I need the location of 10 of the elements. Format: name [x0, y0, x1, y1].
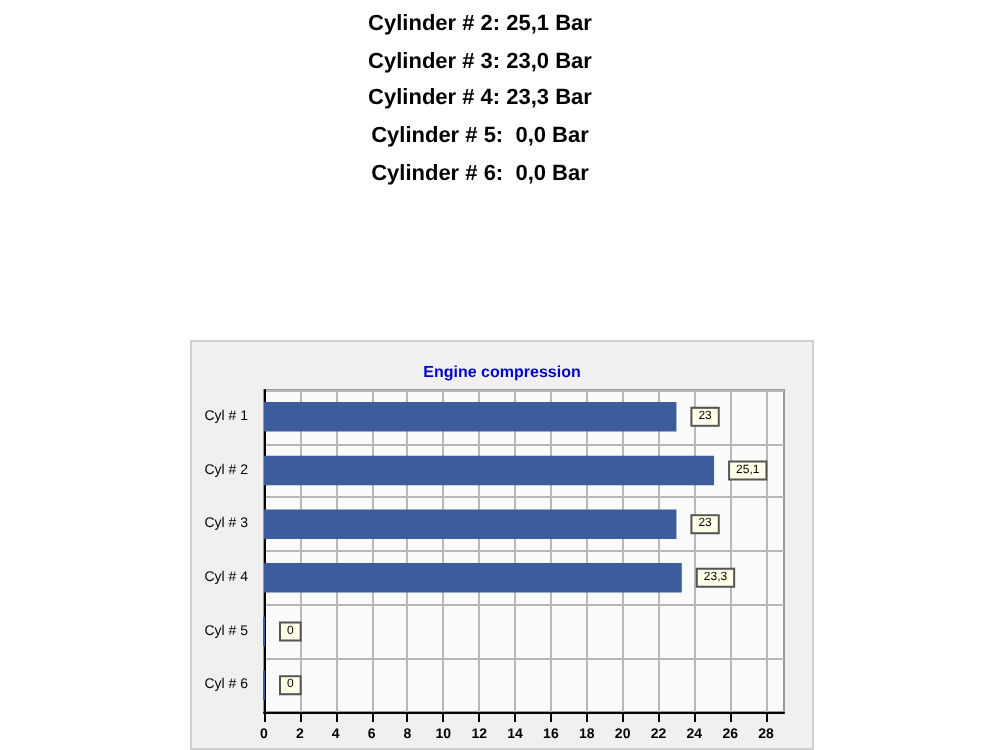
bar — [264, 509, 677, 539]
bar — [264, 563, 682, 593]
chart-title: Engine compression — [423, 363, 581, 381]
text: Cylinder # 4: 23,3 Bar — [366, 84, 594, 115]
text: Cylinder # 6: 0,0 Bar — [369, 159, 591, 190]
text: Cylinder # 3: 23,0 Bar — [366, 47, 594, 78]
text: Cylinder # 5: 0,0 Bar — [369, 122, 591, 153]
bar — [264, 402, 677, 432]
text: Cylinder # 2: 25,1 Bar — [366, 10, 594, 40]
bar — [264, 455, 715, 486]
